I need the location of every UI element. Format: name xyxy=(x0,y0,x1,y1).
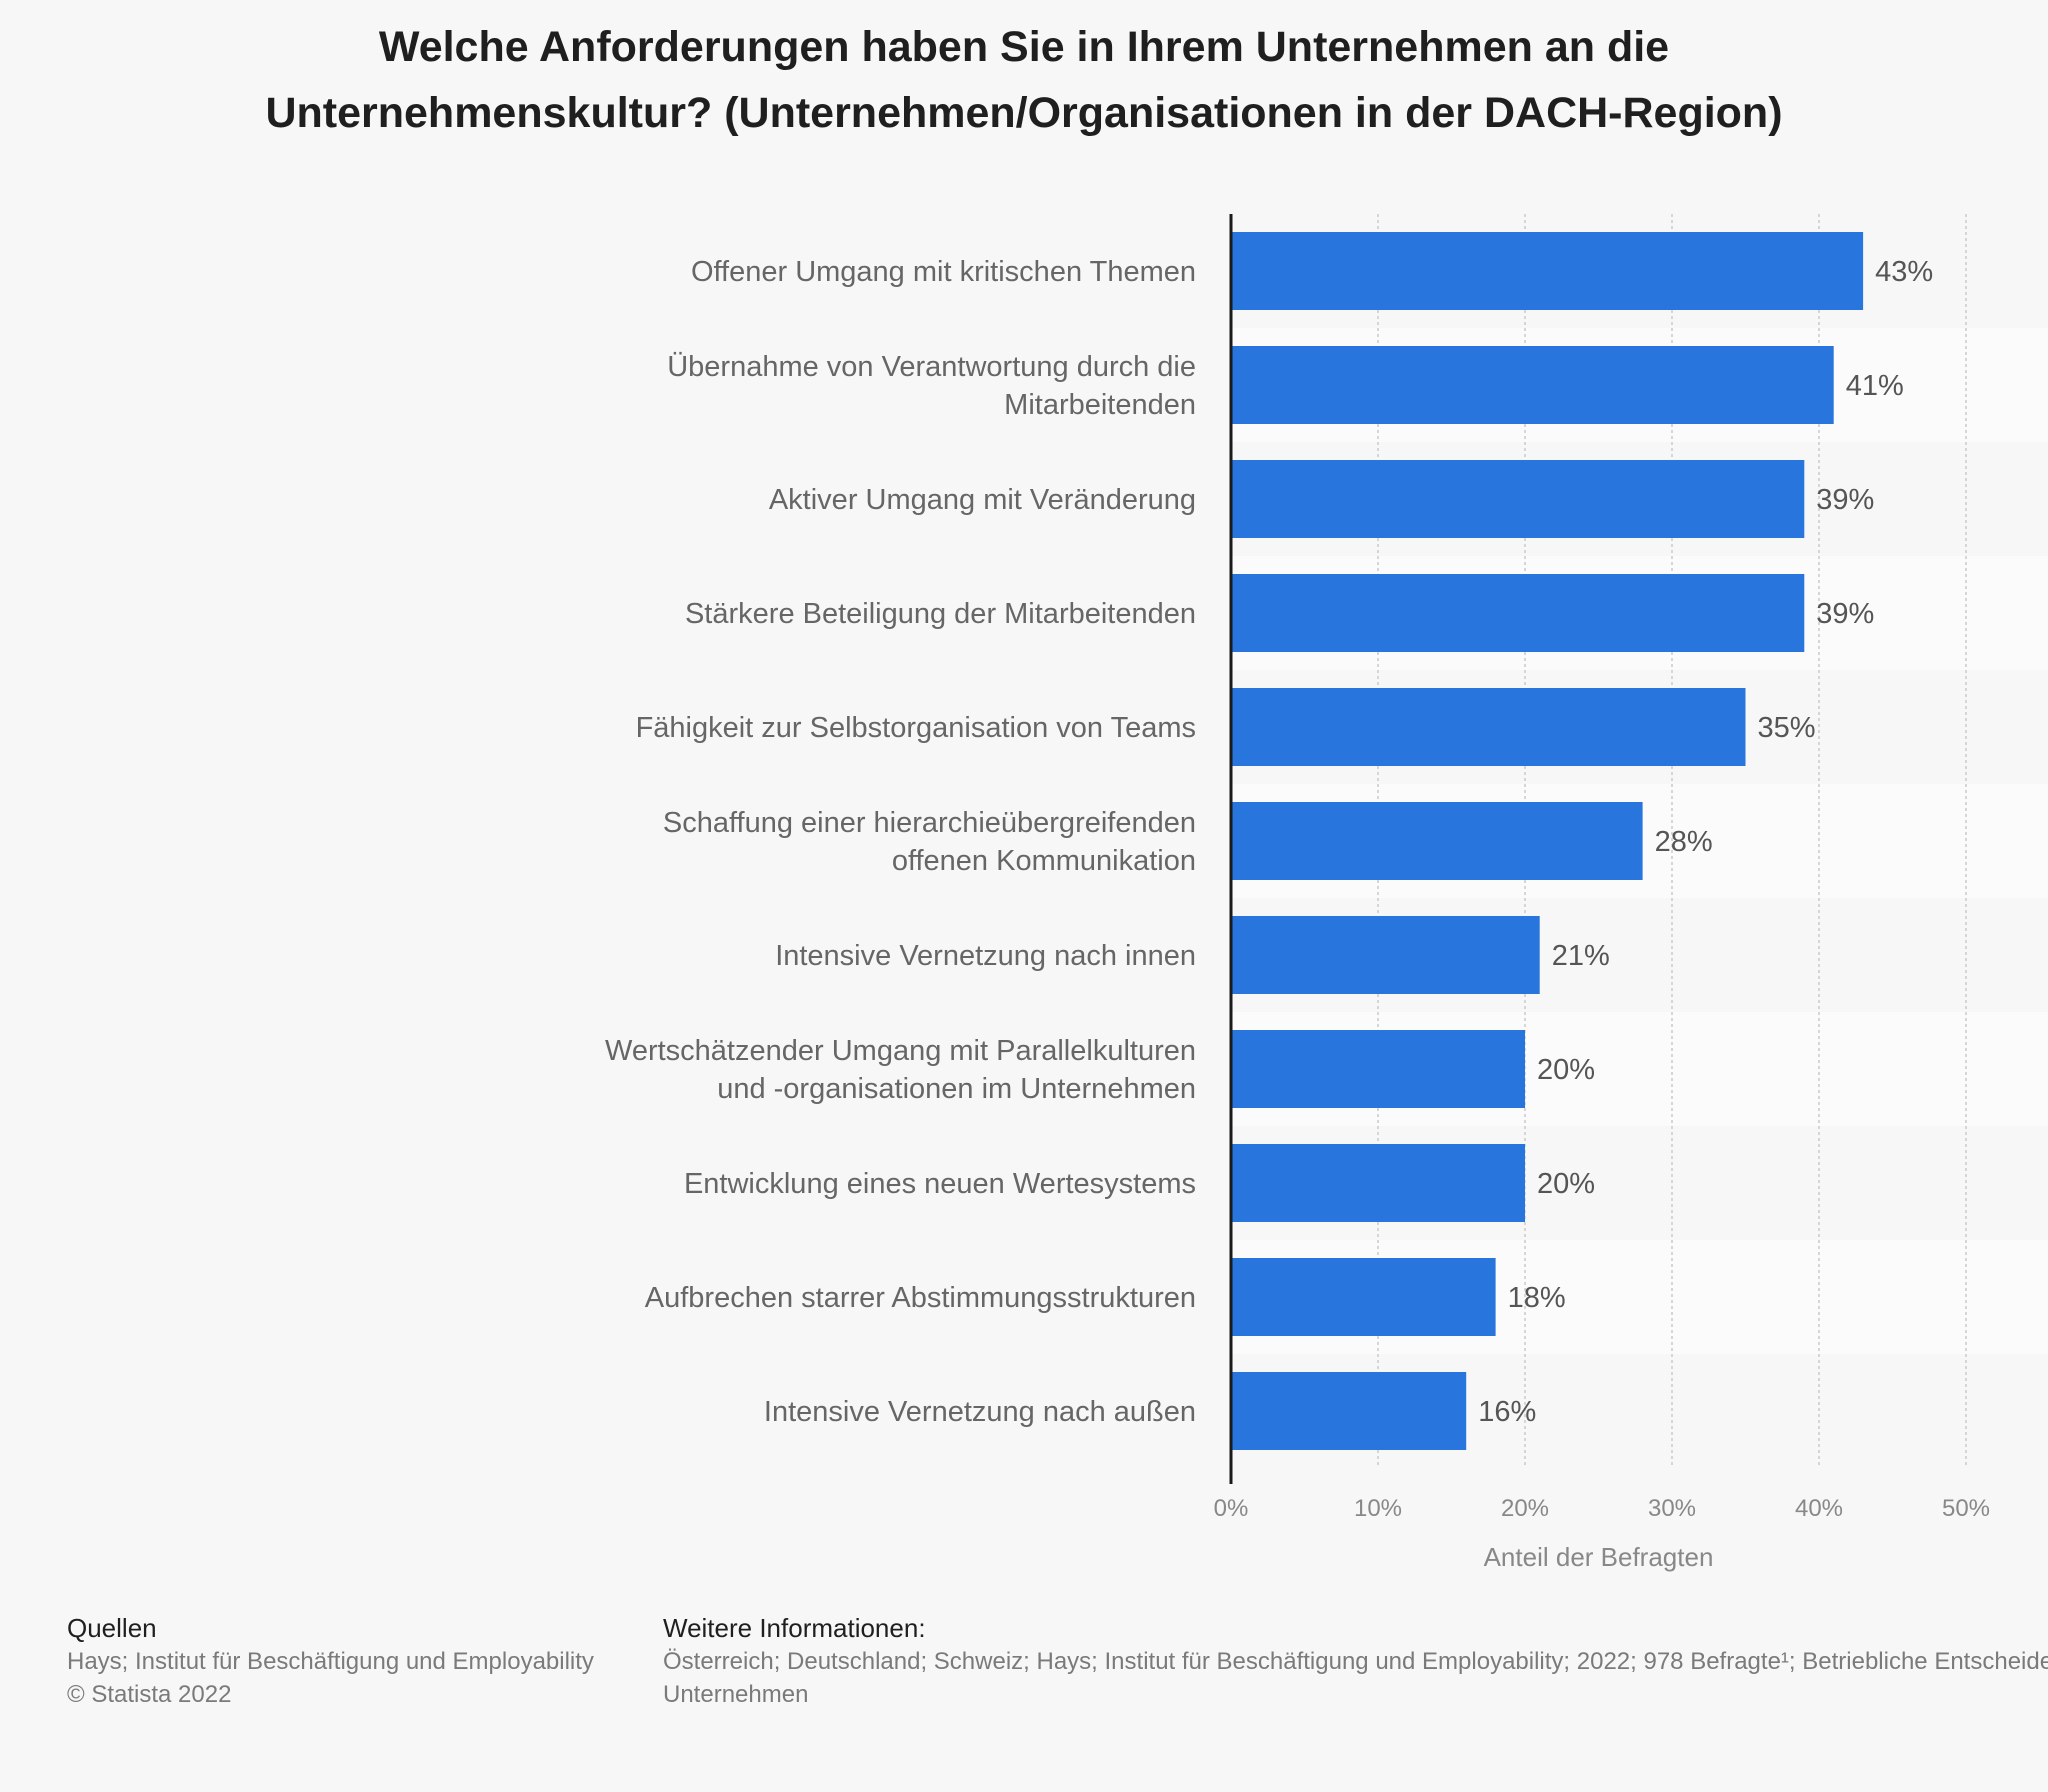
info-line-1: Österreich; Deutschland; Schweiz; Hays; … xyxy=(663,1648,2048,1675)
bar xyxy=(1231,1030,1525,1108)
category-label-line: offenen Kommunikation xyxy=(892,845,1196,877)
bar xyxy=(1231,688,1746,766)
bar xyxy=(1231,460,1805,538)
info-heading: Weitere Informationen: xyxy=(663,1613,926,1643)
value-label: 16% xyxy=(1478,1396,1536,1428)
value-label: 41% xyxy=(1846,370,1904,402)
category-label-line: Stärkere Beteiligung der Mitarbeitenden xyxy=(685,598,1196,630)
sources-section: Quellen Hays; Institut für Beschäftigung… xyxy=(67,1612,647,1711)
category-label-line: Aktiver Umgang mit Veränderung xyxy=(769,484,1196,516)
chart-title-line-1: Welche Anforderungen haben Sie in Ihrem … xyxy=(378,23,1670,71)
bar xyxy=(1231,802,1643,880)
category-label-line: Intensive Vernetzung nach innen xyxy=(775,940,1196,972)
category-label-line: Aufbrechen starrer Abstimmungsstrukturen xyxy=(645,1282,1196,1314)
category-label-line: Offener Umgang mit kritischen Themen xyxy=(691,256,1196,288)
chart-title: Welche Anforderungen haben Sie in Ihrem … xyxy=(0,14,2048,146)
category-labels: Offener Umgang mit kritischen Themen Über… xyxy=(605,256,1196,1428)
bar xyxy=(1231,232,1864,310)
tick-label: 20% xyxy=(1501,1495,1549,1522)
x-axis-ticks: 0% 10% 20% 30% 40% 50% xyxy=(1214,1495,1990,1522)
category-label-line: Intensive Vernetzung nach außen xyxy=(764,1396,1196,1428)
tick-label: 30% xyxy=(1648,1495,1696,1522)
category-label-line: Übernahme von Verantwortung durch die xyxy=(667,351,1196,383)
value-labels: 43% 41% 39% 39% 35% 28% 21% 20% 20% 18% 16% xyxy=(1478,256,1933,1428)
bar xyxy=(1231,574,1805,652)
sources-line-1: Hays; Institut für Beschäftigung und Emp… xyxy=(67,1648,594,1675)
bar xyxy=(1231,346,1834,424)
category-label-line: und -organisationen im Unternehmen xyxy=(717,1073,1196,1105)
category-label-line: Wertschätzender Umgang mit Parallelkultu… xyxy=(605,1035,1196,1067)
value-label: 20% xyxy=(1537,1168,1595,1200)
value-label: 39% xyxy=(1816,598,1874,630)
category-label-line: Fähigkeit zur Selbstorganisation von Tea… xyxy=(636,712,1196,744)
category-label: Stärkere Beteiligung der Mitarbeitenden xyxy=(685,598,1196,630)
bar-chart: Offener Umgang mit kritischen Themen Über… xyxy=(604,214,1991,1572)
value-label: 35% xyxy=(1758,712,1816,744)
chart-title-line-2: Unternehmenskultur? (Unternehmen/Organis… xyxy=(265,89,1783,137)
category-label-line: Schaffung einer hierarchieübergreifenden xyxy=(663,807,1196,839)
info-line-2: Unternehmen xyxy=(663,1681,809,1708)
value-label: 21% xyxy=(1552,940,1610,972)
value-label: 39% xyxy=(1816,484,1874,516)
bar xyxy=(1231,1258,1496,1336)
bar xyxy=(1231,1372,1467,1450)
category-label: Übernahme von Verantwortung durch die Mit… xyxy=(667,351,1196,421)
category-label: Intensive Vernetzung nach innen xyxy=(775,940,1196,972)
info-section: Weitere Informationen: Österreich; Deuts… xyxy=(663,1612,2048,1711)
sources-line-2: © Statista 2022 xyxy=(67,1681,232,1708)
bar xyxy=(1231,916,1540,994)
category-label: Intensive Vernetzung nach außen xyxy=(764,1396,1196,1428)
bars xyxy=(1231,232,1864,1450)
category-label: Aufbrechen starrer Abstimmungsstrukturen xyxy=(645,1282,1196,1314)
category-label: Wertschätzender Umgang mit Parallelkultu… xyxy=(605,1035,1196,1105)
sources-heading: Quellen xyxy=(67,1613,157,1643)
category-label-line: Mitarbeitenden xyxy=(1004,389,1196,421)
tick-label: 0% xyxy=(1214,1495,1249,1522)
category-label-line: Entwicklung eines neuen Wertesystems xyxy=(684,1168,1196,1200)
category-label: Fähigkeit zur Selbstorganisation von Tea… xyxy=(636,712,1196,744)
value-label: 18% xyxy=(1508,1282,1566,1314)
tick-label: 50% xyxy=(1942,1495,1990,1522)
value-label: 28% xyxy=(1655,826,1713,858)
category-label: Entwicklung eines neuen Wertesystems xyxy=(684,1168,1196,1200)
category-label: Aktiver Umgang mit Veränderung xyxy=(769,484,1196,516)
category-label: Offener Umgang mit kritischen Themen xyxy=(691,256,1196,288)
x-axis-title: Anteil der Befragten xyxy=(1484,1542,1714,1572)
tick-label: 10% xyxy=(1354,1495,1402,1522)
category-label: Schaffung einer hierarchieübergreifenden… xyxy=(663,807,1196,877)
value-label: 43% xyxy=(1875,256,1933,288)
value-label: 20% xyxy=(1537,1054,1595,1086)
bar xyxy=(1231,1144,1525,1222)
tick-label: 40% xyxy=(1795,1495,1843,1522)
